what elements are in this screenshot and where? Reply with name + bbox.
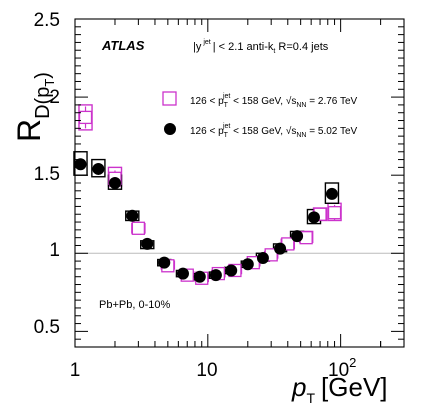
data-point-2-76tev-2 — [131, 221, 146, 235]
y-axis-label: RD(pT) — [11, 72, 57, 142]
data-point-5-02tev-1 — [92, 162, 105, 175]
data-point-5-02tev-10 — [241, 258, 254, 271]
data-point-5-02tev-3 — [126, 209, 139, 222]
legend-marker-2-76tev — [162, 91, 177, 106]
data-point-5-02tev-8 — [209, 269, 222, 282]
data-point-5-02tev-7 — [193, 270, 206, 283]
data-point-5-02tev-14 — [307, 211, 320, 224]
data-point-5-02tev-12 — [274, 242, 287, 255]
data-point-2-76tev-13 — [327, 206, 342, 220]
centrality-text: Pb+Pb, 0-10% — [99, 299, 170, 311]
legend-label-2-76tev: 126 < pTjet < 158 GeV, √sNN = 2.76 TeV — [190, 93, 358, 109]
systematic-box-5-02tev-15 — [324, 182, 340, 205]
experiment-label: ATLAS — [101, 38, 145, 53]
data-point-5-02tev-2 — [108, 177, 121, 189]
marker-layer — [74, 106, 342, 285]
x-axis-label: pT [GeV] — [291, 372, 388, 406]
selection-text: |y jet | < 2.1 anti-kt R=0.4 jets — [193, 39, 329, 55]
data-point-5-02tev-13 — [291, 230, 304, 243]
legend-marker-5-02tev — [164, 123, 176, 135]
y-tick-label-0: 0.5 — [34, 317, 60, 338]
y-tick-label-3: 2 — [49, 87, 60, 108]
axis-tick-layer — [74, 18, 405, 347]
x-tick-label-100: 102 — [328, 355, 356, 381]
y-tick-label-4: 2.5 — [34, 10, 60, 31]
plot-frame — [74, 18, 405, 348]
data-point-5-02tev-15 — [325, 187, 338, 200]
data-point-5-02tev-4 — [141, 237, 154, 250]
y-tick-label-2: 1.5 — [34, 164, 60, 185]
data-point-5-02tev-9 — [225, 264, 238, 277]
systematic-box-5-02tev-1 — [91, 158, 106, 178]
legend-label-5-02tev: 126 < pTjet < 158 GeV, √sNN = 5.02 TeV — [190, 123, 358, 139]
y-tick-label-1: 1 — [49, 240, 60, 261]
data-point-5-02tev-6 — [176, 267, 189, 280]
data-point-2-76tev-0 — [78, 110, 93, 125]
data-point-5-02tev-5 — [158, 256, 171, 269]
data-point-5-02tev-11 — [256, 251, 269, 264]
x-tick-label-1: 1 — [70, 360, 81, 381]
x-tick-label-10: 10 — [196, 360, 217, 381]
